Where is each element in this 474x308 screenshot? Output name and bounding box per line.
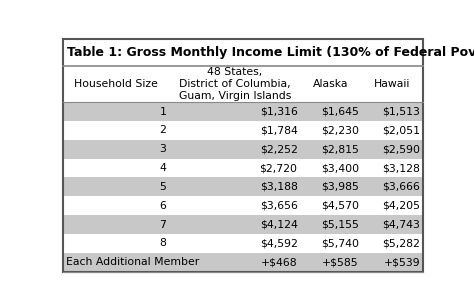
- Bar: [63, 140, 423, 159]
- Text: $1,316: $1,316: [260, 107, 298, 116]
- Text: $3,188: $3,188: [260, 182, 298, 192]
- Text: Each Additional Member: Each Additional Member: [66, 257, 199, 267]
- Bar: [63, 177, 423, 196]
- Text: Table 1: Gross Monthly Income Limit (130% of Federal Poverty Level): Table 1: Gross Monthly Income Limit (130…: [66, 46, 474, 59]
- Bar: [63, 253, 423, 272]
- Bar: [63, 159, 423, 177]
- Text: $2,590: $2,590: [382, 144, 420, 154]
- Text: $3,985: $3,985: [321, 182, 359, 192]
- Text: $3,128: $3,128: [382, 163, 420, 173]
- Text: $4,743: $4,743: [382, 220, 420, 230]
- Text: $3,666: $3,666: [382, 182, 420, 192]
- Text: $2,720: $2,720: [260, 163, 298, 173]
- Text: 8: 8: [159, 238, 166, 249]
- Text: Hawaii: Hawaii: [374, 79, 410, 89]
- Text: Alaska: Alaska: [313, 79, 349, 89]
- Text: +$539: +$539: [383, 257, 420, 267]
- Bar: [63, 196, 423, 215]
- Text: $4,570: $4,570: [321, 201, 359, 211]
- Text: 48 States,
District of Columbia,
Guam, Virgin Islands: 48 States, District of Columbia, Guam, V…: [179, 67, 291, 101]
- Text: Household Size: Household Size: [74, 79, 158, 89]
- Text: $5,282: $5,282: [382, 238, 420, 249]
- Text: $5,740: $5,740: [321, 238, 359, 249]
- Text: +$468: +$468: [261, 257, 298, 267]
- Text: $2,230: $2,230: [321, 125, 359, 135]
- Text: 5: 5: [159, 182, 166, 192]
- Text: +$585: +$585: [322, 257, 359, 267]
- Text: $2,252: $2,252: [260, 144, 298, 154]
- Text: 1: 1: [159, 107, 166, 116]
- Text: $4,205: $4,205: [382, 201, 420, 211]
- Bar: [63, 102, 423, 121]
- Bar: [63, 215, 423, 234]
- Text: $1,645: $1,645: [321, 107, 359, 116]
- Text: $4,124: $4,124: [260, 220, 298, 230]
- Text: $2,815: $2,815: [321, 144, 359, 154]
- Text: $2,051: $2,051: [382, 125, 420, 135]
- Text: $3,400: $3,400: [321, 163, 359, 173]
- Text: 6: 6: [159, 201, 166, 211]
- Text: 4: 4: [159, 163, 166, 173]
- Text: $3,656: $3,656: [260, 201, 298, 211]
- Text: $4,592: $4,592: [260, 238, 298, 249]
- Text: 3: 3: [159, 144, 166, 154]
- Text: 2: 2: [159, 125, 166, 135]
- Text: $1,513: $1,513: [382, 107, 420, 116]
- Bar: [63, 234, 423, 253]
- Bar: [63, 121, 423, 140]
- Text: $5,155: $5,155: [321, 220, 359, 230]
- Text: $1,784: $1,784: [260, 125, 298, 135]
- Text: 7: 7: [159, 220, 166, 230]
